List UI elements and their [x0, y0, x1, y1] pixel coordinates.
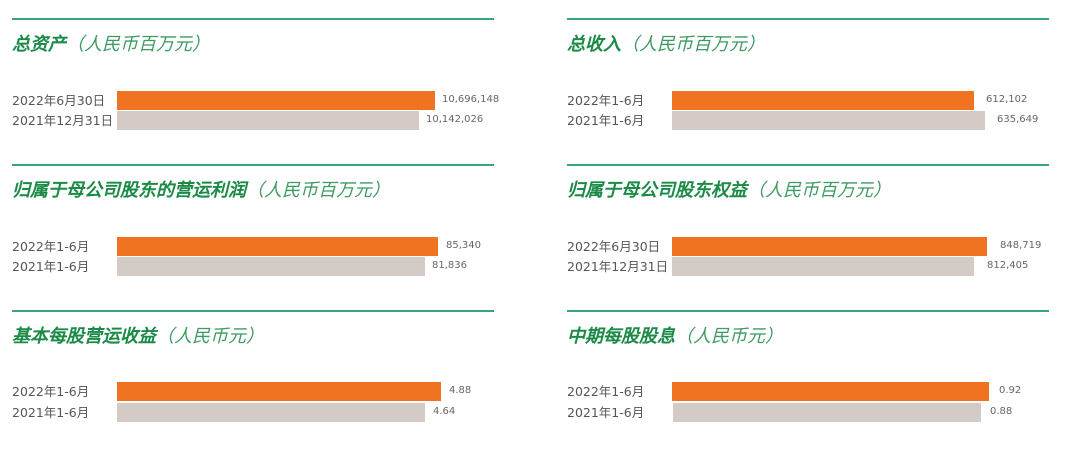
- bar-row-previous: 2021年1-6月 0.88: [567, 403, 1049, 422]
- row-label: 2022年1-6月: [567, 384, 645, 399]
- row-label: 2021年12月31日: [567, 259, 669, 274]
- bar-previous: [117, 257, 425, 276]
- bar-row-current: 2022年1-6月 0.92: [567, 382, 1049, 401]
- bar-previous: [117, 111, 419, 130]
- bar-value: 612,102: [986, 94, 1028, 105]
- bar-row-current: 2022年1-6月 85,340: [12, 237, 494, 256]
- bar-value: 4.64: [433, 406, 456, 417]
- bar-value: 635,649: [997, 114, 1039, 125]
- title-unit: （人民币百万元）: [246, 180, 390, 201]
- bar-row-previous: 2021年1-6月 635,649: [567, 111, 1049, 130]
- bar-row-current: 2022年1-6月 612,102: [567, 91, 1049, 110]
- bar-value: 0.92: [999, 385, 1022, 396]
- bar-value: 0.88: [990, 406, 1013, 417]
- title-unit: （人民币百万元）: [747, 180, 891, 201]
- row-label: 2022年6月30日: [12, 93, 106, 108]
- title-main: 归属于母公司股东的营运利润: [12, 180, 246, 201]
- divider: [567, 18, 1049, 20]
- bar-row-previous: 2021年12月31日 10,142,026: [12, 111, 494, 130]
- panel-operating-profit: 归属于母公司股东的营运利润（人民币百万元） 2022年1-6月 85,340 2…: [12, 164, 494, 304]
- bar-previous: [672, 257, 974, 276]
- bar-row-current: 2022年1-6月 4.88: [12, 382, 494, 401]
- divider: [567, 164, 1049, 166]
- title-unit: （人民币百万元）: [66, 34, 210, 55]
- bar-current: [117, 237, 438, 256]
- title-main: 总收入: [567, 34, 621, 55]
- bar-current: [117, 382, 441, 401]
- row-label: 2022年1-6月: [12, 384, 90, 399]
- row-label: 2021年12月31日: [12, 113, 114, 128]
- bar-value: 85,340: [446, 240, 481, 251]
- panel-title: 总资产（人民币百万元）: [12, 34, 210, 56]
- row-label: 2021年1-6月: [567, 405, 645, 420]
- panel-total-revenue: 总收入（人民币百万元） 2022年1-6月 612,102 2021年1-6月 …: [567, 18, 1049, 158]
- bar-previous: [673, 403, 981, 422]
- bar-value: 10,696,148: [442, 94, 500, 105]
- row-label: 2022年1-6月: [12, 239, 90, 254]
- title-main: 基本每股营运收益: [12, 326, 156, 347]
- bar-row-current: 2022年6月30日 10,696,148: [12, 91, 499, 110]
- panel-title: 归属于母公司股东的营运利润（人民币百万元）: [12, 180, 390, 202]
- divider: [12, 310, 494, 312]
- panel-title: 归属于母公司股东权益（人民币百万元）: [567, 180, 891, 202]
- bar-current: [672, 91, 974, 110]
- bar-previous: [672, 111, 985, 130]
- divider: [567, 310, 1049, 312]
- panel-shareholders-equity: 归属于母公司股东权益（人民币百万元） 2022年6月30日 848,719 20…: [567, 164, 1049, 304]
- bar-current: [672, 237, 987, 256]
- row-label: 2022年1-6月: [567, 93, 645, 108]
- panel-basic-operating-eps: 基本每股营运收益（人民币元） 2022年1-6月 4.88 2021年1-6月 …: [12, 310, 494, 450]
- bar-value: 848,719: [1000, 240, 1042, 251]
- bar-row-current: 2022年6月30日 848,719: [567, 237, 1049, 256]
- title-main: 中期每股股息: [567, 326, 675, 347]
- bar-current: [672, 382, 989, 401]
- title-unit: （人民币元）: [675, 326, 783, 347]
- bar-row-previous: 2021年1-6月 4.64: [12, 403, 494, 422]
- panel-title: 中期每股股息（人民币元）: [567, 326, 783, 348]
- bar-previous: [117, 403, 425, 422]
- divider: [12, 164, 494, 166]
- title-unit: （人民币百万元）: [621, 34, 765, 55]
- bar-value: 81,836: [432, 260, 467, 271]
- panel-title: 基本每股营运收益（人民币元）: [12, 326, 264, 348]
- row-label: 2022年6月30日: [567, 239, 661, 254]
- row-label: 2021年1-6月: [12, 259, 90, 274]
- bar-value: 812,405: [987, 260, 1029, 271]
- row-label: 2021年1-6月: [12, 405, 90, 420]
- bar-row-previous: 2021年1-6月 81,836: [12, 257, 494, 276]
- row-label: 2021年1-6月: [567, 113, 645, 128]
- bar-value: 4.88: [449, 385, 472, 396]
- panel-title: 总收入（人民币百万元）: [567, 34, 765, 56]
- title-main: 总资产: [12, 34, 66, 55]
- title-main: 归属于母公司股东权益: [567, 180, 747, 201]
- bar-row-previous: 2021年12月31日 812,405: [567, 257, 1049, 276]
- bar-value: 10,142,026: [426, 114, 484, 125]
- panel-interim-dividend: 中期每股股息（人民币元） 2022年1-6月 0.92 2021年1-6月 0.…: [567, 310, 1049, 450]
- divider: [12, 18, 494, 20]
- panel-total-assets: 总资产（人民币百万元） 2022年6月30日 10,696,148 2021年1…: [12, 18, 499, 158]
- bar-current: [117, 91, 435, 110]
- title-unit: （人民币元）: [156, 326, 264, 347]
